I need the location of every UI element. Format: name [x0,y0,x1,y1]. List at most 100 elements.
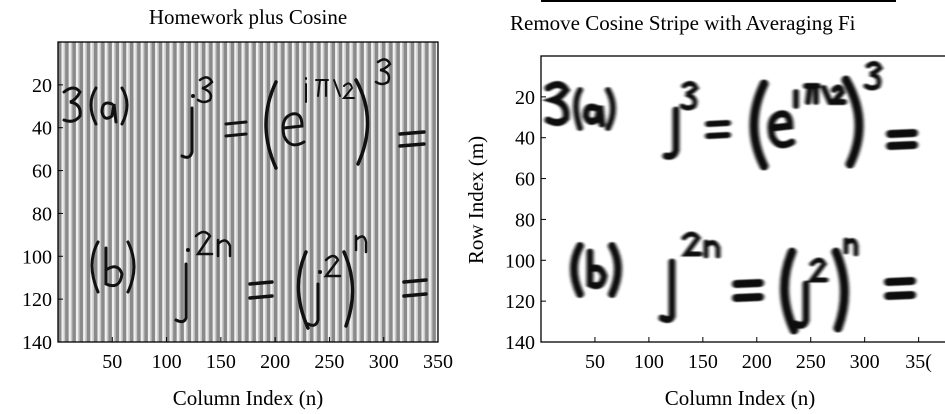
cosine-stripe [440,42,443,342]
cosine-stripe [68,42,71,342]
cosine-stripe [400,42,402,342]
cosine-stripe [252,42,256,342]
cosine-stripe [130,42,134,342]
cosine-stripe [378,42,381,342]
cosine-stripe [144,42,148,342]
cosine-stripe [292,42,294,342]
cosine-stripe [428,42,431,342]
left-plot-frame [57,41,439,343]
right-y-axis-label: Row Index (m) [464,136,488,264]
cosine-stripe [403,42,407,342]
cosine-stripe [374,42,379,342]
x-tick-label: 200 [742,351,772,373]
left-x-axis-label: Column Index (n) [173,386,323,410]
cosine-stripe [176,42,179,342]
cosine-stripe [115,42,119,342]
cosine-stripe [104,42,107,342]
y-tick-label: 120 [22,289,52,311]
cosine-stripe [173,42,177,342]
cosine-stripe [140,42,143,342]
cosine-stripe [151,42,155,342]
y-tick-label: 100 [505,250,535,272]
cosine-stripe [61,42,64,342]
cosine-stripe [194,42,199,342]
cosine-stripe [97,42,100,342]
cosine-stripe [353,42,357,342]
cosine-stripe [148,42,150,342]
right-chart-title: Remove Cosine Stripe with Averaging Fi [510,11,856,35]
x-tick-label: 250 [796,351,826,373]
left-cosine-stripes [58,42,445,342]
y-tick-label: 120 [505,291,535,313]
cosine-stripe [122,42,127,342]
cosine-stripe [169,42,172,342]
cosine-stripe [328,42,330,342]
cosine-stripe [281,42,285,342]
cosine-stripe [392,42,395,342]
cosine-stripe [396,42,400,342]
x-tick-label: 35( [905,351,932,373]
y-tick-label: 60 [32,161,52,183]
cosine-stripe [266,42,271,342]
cosine-stripe [284,42,287,342]
x-tick-label: 200 [260,351,290,373]
cosine-stripe [259,42,263,342]
left-x-axis: 50 100 150 200 250 300 350 [102,337,453,373]
cosine-stripe [184,42,186,342]
cosine-stripe [126,42,129,342]
cosine-stripe [338,42,343,342]
cosine-stripe [79,42,83,342]
cosine-stripe [346,42,350,342]
y-tick-label: 40 [32,118,52,140]
cosine-stripe [90,42,93,342]
cosine-stripe [364,42,366,342]
x-tick-label: 50 [585,351,605,373]
cosine-stripe [414,42,417,342]
cosine-stripe [295,42,299,342]
right-plot-frame [540,55,945,343]
cosine-stripe [313,42,316,342]
cosine-stripe [418,42,422,342]
cosine-stripe [306,42,309,342]
cosine-stripe [65,42,69,342]
cosine-stripe [158,42,163,342]
cosine-stripe [421,42,424,342]
right-x-axis: 50 100 150 200 250 300 35( [585,337,932,373]
cosine-stripe [238,42,242,342]
cosine-stripe [101,42,105,342]
y-tick-label: 40 [515,128,535,150]
cosine-stripe [187,42,191,342]
cosine-stripe [436,42,438,342]
y-tick-label: 20 [32,75,52,97]
cosine-stripe [356,42,359,342]
cosine-stripe [382,42,386,342]
cosine-stripe [202,42,206,342]
cosine-stripe [335,42,338,342]
cosine-stripe [137,42,141,342]
right-x-axis-label: Column Index (n) [665,386,815,410]
cosine-stripe [155,42,158,342]
cosine-stripe [389,42,393,342]
cosine-stripe [180,42,184,342]
cosine-stripe [324,42,328,342]
cosine-stripe [277,42,280,342]
right-panel: Remove Cosine Stripe with Averaging Fi [464,0,945,410]
cosine-stripe [223,42,227,342]
cosine-stripe [270,42,273,342]
cosine-stripe [410,42,415,342]
cosine-stripe [349,42,352,342]
cosine-stripe [443,42,445,342]
cosine-stripe [234,42,237,342]
cosine-stripe [342,42,345,342]
y-tick-label: 80 [32,203,52,225]
cosine-stripe [94,42,98,342]
x-tick-label: 100 [152,351,182,373]
cosine-stripe [331,42,335,342]
cosine-stripe [317,42,321,342]
cosine-stripe [432,42,436,342]
x-tick-label: 150 [688,351,718,373]
cosine-stripe [248,42,251,342]
cosine-stripe [72,42,76,342]
x-tick-label: 150 [206,351,236,373]
